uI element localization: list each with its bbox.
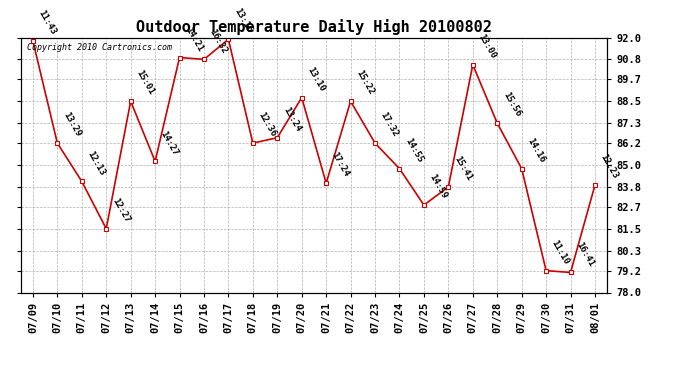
Text: 13:29: 13:29 (61, 111, 82, 139)
Text: 15:01: 15:01 (135, 69, 155, 97)
Text: 14:27: 14:27 (159, 129, 180, 157)
Text: 15:41: 15:41 (452, 154, 473, 182)
Text: 12:13: 12:13 (86, 149, 107, 177)
Text: 13:00: 13:00 (477, 33, 497, 60)
Text: 14:16: 14:16 (525, 136, 546, 164)
Text: 17:24: 17:24 (330, 151, 351, 178)
Text: 14:55: 14:55 (403, 136, 424, 164)
Text: 13:10: 13:10 (306, 65, 326, 93)
Text: 15:56: 15:56 (501, 91, 522, 118)
Text: 13:16: 13:16 (232, 7, 253, 35)
Text: 11:43: 11:43 (37, 9, 58, 37)
Text: 11:10: 11:10 (550, 238, 571, 266)
Title: Outdoor Temperature Daily High 20100802: Outdoor Temperature Daily High 20100802 (136, 19, 492, 35)
Text: 17:32: 17:32 (379, 111, 400, 139)
Text: 15:22: 15:22 (354, 69, 375, 97)
Text: 16:32: 16:32 (208, 27, 229, 55)
Text: Copyright 2010 Cartronics.com: Copyright 2010 Cartronics.com (26, 43, 172, 52)
Text: 14:59: 14:59 (428, 173, 448, 201)
Text: 12:27: 12:27 (110, 196, 131, 224)
Text: 13:24: 13:24 (281, 105, 302, 133)
Text: 14:21: 14:21 (184, 25, 204, 53)
Text: 12:36: 12:36 (257, 111, 278, 139)
Text: 12:23: 12:23 (599, 153, 620, 180)
Text: 16:41: 16:41 (574, 240, 595, 268)
